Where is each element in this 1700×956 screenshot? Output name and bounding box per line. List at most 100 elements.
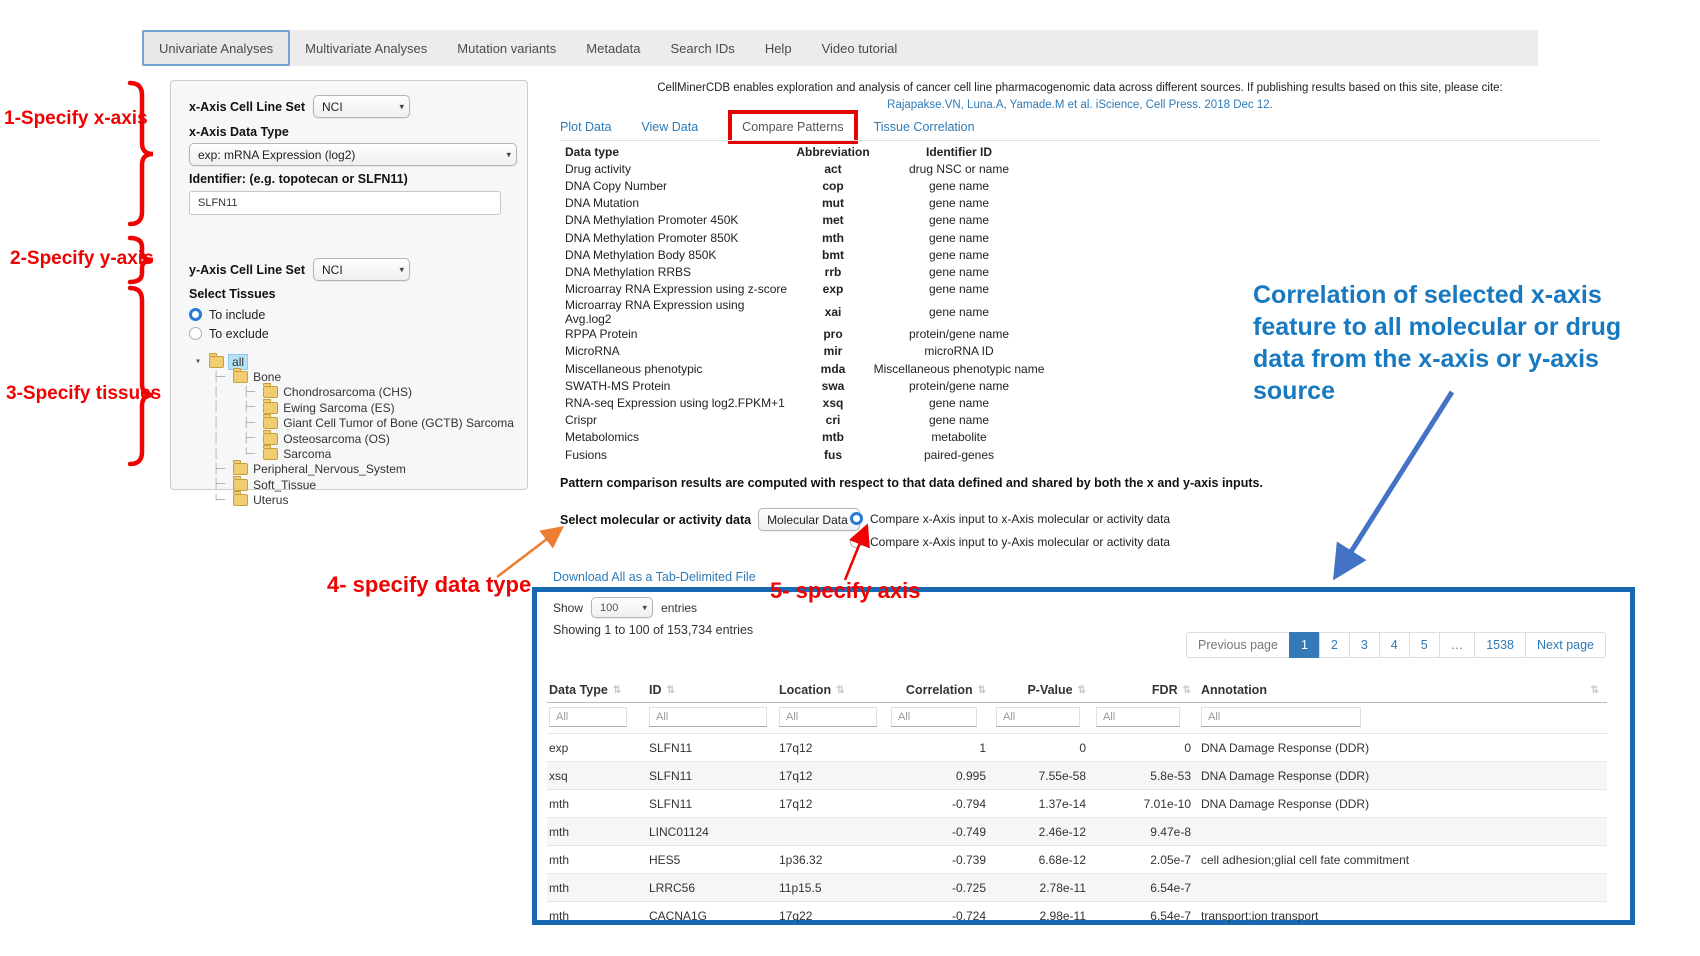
filter-cell — [889, 703, 994, 734]
subtab-plot-data[interactable]: Plot Data — [560, 120, 612, 134]
annotation-step1: 1-Specify x-axis — [4, 108, 148, 129]
sort-icon[interactable]: ⇅ — [1182, 684, 1191, 696]
tree-node-giant-cell-tumor-of-bone-gctb-sarcoma[interactable]: │ ├─ Giant Cell Tumor of Bone (GCTB) Sar… — [189, 414, 517, 431]
x-cell-line-select[interactable]: NCI — [313, 95, 411, 118]
select-data-row: Select molecular or activity data Molecu… — [560, 508, 861, 531]
col-header-label: Annotation — [1201, 683, 1267, 697]
tree-node-bone[interactable]: ├─ Bone — [189, 368, 517, 384]
identifier-input[interactable] — [189, 191, 501, 215]
sort-icon[interactable]: ⇅ — [666, 684, 675, 696]
tree-node-sarcoma[interactable]: │ └─ Sarcoma — [189, 445, 517, 462]
nav-tab-mutation-variants[interactable]: Mutation variants — [457, 40, 557, 56]
page-button-2[interactable]: 2 — [1318, 632, 1350, 658]
sort-icon[interactable]: ⇅ — [836, 684, 845, 696]
datatype-row: DNA Copy Number cop gene name — [565, 177, 1045, 194]
show-label: Show — [553, 600, 584, 615]
show-select[interactable]: 100 — [591, 597, 654, 618]
axis-option[interactable]: Compare x-Axis input to y-Axis molecular… — [850, 530, 1170, 553]
tissue-option-to-exclude[interactable]: To exclude — [189, 324, 517, 343]
datatype-row: DNA Methylation Promoter 450K met gene nam… — [565, 212, 1045, 229]
table-row[interactable]: exp SLFN11 17q12 1 0 0 DNA Damage Response (DD… — [547, 733, 1607, 762]
datatype-table-head: Data type Abbreviation Identifier ID — [565, 143, 1045, 160]
col-header-annotation[interactable]: Annotation ⇅ — [1199, 678, 1607, 703]
page-button-[interactable]: … — [1438, 632, 1476, 658]
tree-expand-icon[interactable]: ▾ — [195, 356, 208, 368]
subtab-view-data[interactable]: View Data — [641, 120, 699, 134]
tree-node-osteosarcoma-os[interactable]: │ ├─ Osteosarcoma (OS) — [189, 429, 517, 446]
radio-icon[interactable] — [189, 308, 202, 321]
correlation-note-line: source — [1253, 377, 1335, 405]
col-header-label: FDR — [1151, 683, 1178, 697]
filter-input-annotation[interactable] — [1201, 707, 1361, 727]
results-table: Data Type ⇅ ID ⇅ Location ⇅ Correlation ⇅ P-Valu… — [547, 678, 1607, 929]
folder-icon — [263, 383, 279, 399]
subtab-tissue-correlation[interactable]: Tissue Correlation — [873, 120, 975, 134]
tree-node-uterus[interactable]: └─ Uterus — [189, 491, 517, 508]
page-previous-button[interactable]: Previous page — [1186, 632, 1290, 658]
col-header-data-type[interactable]: Data Type ⇅ — [547, 678, 647, 703]
page-button-4[interactable]: 4 — [1378, 632, 1410, 658]
pattern-note: Pattern comparison results are computed … — [560, 476, 1263, 490]
filter-input-p-value[interactable] — [996, 707, 1080, 727]
radio-icon[interactable] — [189, 327, 202, 340]
axis-option-label: Compare x-Axis input to x-Axis molecular… — [870, 511, 1171, 526]
nav-tab-metadata[interactable]: Metadata — [586, 40, 641, 56]
datatype-cell: DNA Copy Number — [565, 178, 668, 193]
x-data-type-select[interactable]: exp: mRNA Expression (log2) — [189, 143, 517, 166]
nav-tab-search-ids[interactable]: Search IDs — [670, 40, 735, 56]
axis-option[interactable]: Compare x-Axis input to x-Axis molecular… — [850, 507, 1170, 530]
filter-input-correlation[interactable] — [891, 707, 977, 727]
y-cell-line-select[interactable]: NCI — [313, 258, 411, 281]
filter-input-fdr[interactable] — [1096, 707, 1180, 727]
sort-icon[interactable]: ⇅ — [977, 684, 986, 696]
filter-input-id[interactable] — [649, 707, 767, 727]
download-link[interactable]: Download All as a Tab-Delimited File — [553, 570, 756, 584]
radio-icon[interactable] — [850, 512, 863, 525]
tree-node-peripheral-nervous-system[interactable]: ├─ Peripheral_Nervous_System — [189, 460, 517, 477]
col-header-correlation[interactable]: Correlation ⇅ — [889, 678, 994, 703]
table-row[interactable]: mth CACNA1G 17q22 -0.724 2.98e-11 6.54e-7 tran… — [547, 901, 1607, 929]
col-header-p-value[interactable]: P-Value ⇅ — [994, 678, 1094, 703]
table-row[interactable]: mth HES5 1p36.32 -0.739 6.68e-12 2.05e-7 cell … — [547, 845, 1607, 874]
page-button-3[interactable]: 3 — [1348, 632, 1380, 658]
col-header-fdr[interactable]: FDR ⇅ — [1094, 678, 1199, 703]
filter-input-data-type[interactable] — [549, 707, 627, 727]
sort-icon[interactable]: ⇅ — [1590, 684, 1599, 696]
nav-tab-univariate-analyses[interactable]: Univariate Analyses — [142, 30, 291, 66]
datatype-cell: gene name — [928, 304, 990, 319]
page-button-5[interactable]: 5 — [1408, 632, 1440, 658]
table-row[interactable]: xsq SLFN11 17q12 0.995 7.55e-58 5.8e-53 DNA Da… — [547, 761, 1607, 790]
nav-tab-video-tutorial[interactable]: Video tutorial — [821, 40, 898, 56]
citation-link[interactable]: Rajapakse.VN, Luna.A, Yamade.M et al. iS… — [887, 99, 1273, 111]
filter-cell — [547, 703, 647, 734]
folder-icon — [263, 414, 279, 430]
datatype-cell: cri — [825, 413, 841, 428]
radio-icon[interactable] — [850, 535, 863, 548]
page-button-1[interactable]: 1 — [1288, 632, 1320, 658]
tree-node-soft-tissue[interactable]: ├─ Soft_Tissue — [189, 475, 517, 492]
tree-node-label: Sarcoma — [283, 447, 332, 462]
table-row[interactable]: mth LRRC56 11p15.5 -0.725 2.78e-11 6.54e-7 — [547, 873, 1607, 902]
nav-tab-help[interactable]: Help — [764, 40, 792, 56]
select-data-select[interactable]: Molecular Data — [758, 508, 861, 531]
subtab-compare-patterns[interactable]: Compare Patterns — [728, 110, 858, 144]
tree-node-all[interactable]: ▾ all — [189, 352, 517, 370]
tree-node-ewing-sarcoma-es[interactable]: │ ├─ Ewing Sarcoma (ES) — [189, 398, 517, 415]
page-next-button[interactable]: Next page — [1525, 632, 1606, 658]
cell-p-value: 1.37e-14 — [994, 789, 1094, 818]
table-row[interactable]: mth LINC01124 -0.749 2.46e-12 9.47e-8 — [547, 817, 1607, 846]
annotation-step2: 2-Specify y-axis — [10, 248, 154, 269]
page-button-1538[interactable]: 1538 — [1474, 632, 1527, 658]
tissue-option-to-include[interactable]: To include — [189, 305, 517, 324]
cell-location: 11p15.5 — [777, 873, 889, 902]
tree-node-chondrosarcoma-chs[interactable]: │ ├─ Chondrosarcoma (CHS) — [189, 383, 517, 400]
col-header-id[interactable]: ID ⇅ — [647, 678, 777, 703]
sort-icon[interactable]: ⇅ — [612, 684, 622, 696]
table-row[interactable]: mth SLFN11 17q12 -0.794 1.37e-14 7.01e-10 DNA … — [547, 789, 1607, 818]
col-header-location[interactable]: Location ⇅ — [777, 678, 889, 703]
tissue-option-label: To include — [209, 307, 266, 322]
cell-p-value: 6.68e-12 — [994, 845, 1094, 874]
nav-tab-multivariate-analyses[interactable]: Multivariate Analyses — [305, 40, 428, 56]
filter-input-location[interactable] — [779, 707, 877, 727]
sort-icon[interactable]: ⇅ — [1077, 684, 1086, 696]
